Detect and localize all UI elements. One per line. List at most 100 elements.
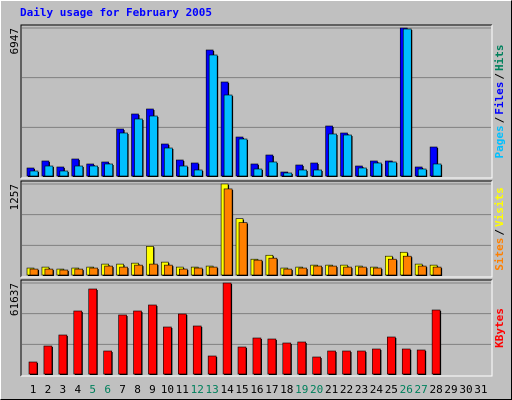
bar-face bbox=[373, 162, 382, 177]
x-tick-label: 20 bbox=[310, 383, 323, 396]
bar-face bbox=[29, 170, 39, 177]
legend: KBytes bbox=[493, 308, 506, 348]
bar-face bbox=[343, 266, 352, 276]
bar-face bbox=[88, 288, 98, 375]
bar-face bbox=[387, 336, 396, 375]
bar-face bbox=[74, 268, 84, 276]
bar bbox=[148, 304, 158, 375]
bar-face bbox=[29, 268, 39, 276]
bar-face bbox=[28, 361, 38, 375]
bar-face bbox=[388, 161, 397, 177]
bar-face bbox=[297, 341, 307, 375]
x-tick-label: 19 bbox=[295, 383, 308, 396]
bar bbox=[402, 255, 413, 276]
bar-face bbox=[164, 147, 173, 177]
legend: Pages/Files/Hits bbox=[493, 45, 506, 159]
bar bbox=[283, 268, 293, 276]
bar bbox=[74, 165, 84, 177]
bar bbox=[104, 265, 114, 276]
x-tick-label: 26 bbox=[400, 383, 413, 396]
bar bbox=[328, 265, 338, 276]
bar bbox=[373, 162, 383, 177]
bar-face bbox=[163, 326, 172, 375]
bar bbox=[343, 134, 353, 177]
x-tick-label: 27 bbox=[415, 383, 428, 396]
bar bbox=[432, 266, 443, 276]
bar bbox=[298, 267, 308, 276]
bar bbox=[238, 222, 249, 276]
bar bbox=[193, 169, 204, 177]
bar bbox=[282, 342, 292, 375]
x-tick-label: 25 bbox=[385, 383, 398, 396]
bar bbox=[253, 259, 263, 276]
x-tick-label: 15 bbox=[235, 383, 248, 396]
bar-face bbox=[402, 28, 412, 177]
x-tick-label: 10 bbox=[161, 383, 174, 396]
bar-face bbox=[43, 345, 53, 375]
bar-face bbox=[192, 325, 202, 375]
bar-face bbox=[253, 168, 263, 177]
bar bbox=[208, 54, 219, 178]
x-tick-label: 29 bbox=[444, 383, 457, 396]
x-tick-label: 12 bbox=[191, 383, 204, 396]
x-tick-label: 9 bbox=[149, 383, 156, 396]
x-tick-label: 21 bbox=[325, 383, 338, 396]
bar bbox=[222, 282, 233, 375]
x-tick-label: 24 bbox=[370, 383, 384, 396]
bar-face bbox=[372, 348, 381, 375]
bar-face bbox=[267, 338, 277, 375]
bar-face bbox=[298, 267, 308, 276]
bar bbox=[223, 94, 234, 177]
x-tick-label: 18 bbox=[280, 383, 293, 396]
bar bbox=[312, 356, 322, 375]
bar bbox=[103, 350, 113, 375]
bar-face bbox=[58, 334, 68, 375]
bar bbox=[208, 266, 219, 276]
bar-face bbox=[238, 222, 248, 276]
bar bbox=[373, 267, 383, 276]
bar-face bbox=[74, 165, 84, 177]
legend-separator: / bbox=[493, 73, 506, 80]
bar bbox=[207, 355, 218, 375]
bar bbox=[118, 314, 128, 375]
bar bbox=[164, 147, 174, 177]
bar bbox=[388, 161, 398, 177]
x-tick-label: 4 bbox=[74, 383, 81, 396]
bar-face bbox=[104, 163, 113, 177]
bar bbox=[59, 269, 69, 276]
bar-face bbox=[402, 255, 412, 276]
bar-face bbox=[223, 188, 233, 276]
y-tick-label: 6947 bbox=[8, 28, 21, 55]
plot-bevel bbox=[20, 180, 492, 277]
bar-face bbox=[432, 266, 442, 276]
bar bbox=[193, 267, 204, 276]
bar-face bbox=[178, 313, 187, 375]
bar-face bbox=[164, 264, 173, 276]
bar-face bbox=[238, 138, 248, 177]
bar bbox=[283, 172, 293, 177]
plot-bevel bbox=[20, 24, 492, 178]
bar-face bbox=[119, 266, 128, 276]
bar-face bbox=[401, 348, 411, 375]
legend-entry: Visits bbox=[493, 187, 506, 227]
bar bbox=[223, 188, 234, 276]
bar-face bbox=[119, 132, 128, 177]
bar bbox=[133, 310, 143, 375]
bar bbox=[119, 266, 129, 276]
x-tick-label: 7 bbox=[119, 383, 126, 396]
x-tick-label: 11 bbox=[176, 383, 189, 396]
bar-face bbox=[193, 169, 203, 177]
bar-face bbox=[149, 115, 158, 177]
bar-face bbox=[89, 165, 99, 177]
x-tick-label: 3 bbox=[60, 383, 67, 396]
bar bbox=[134, 118, 144, 177]
bar bbox=[237, 346, 248, 375]
plot-bevel bbox=[21, 25, 493, 179]
bar bbox=[119, 132, 129, 177]
bar-face bbox=[179, 268, 188, 276]
bar-face bbox=[388, 258, 397, 276]
bar-face bbox=[44, 268, 54, 276]
bar bbox=[134, 264, 144, 276]
bar-face bbox=[44, 165, 54, 177]
bar-face bbox=[59, 269, 69, 276]
